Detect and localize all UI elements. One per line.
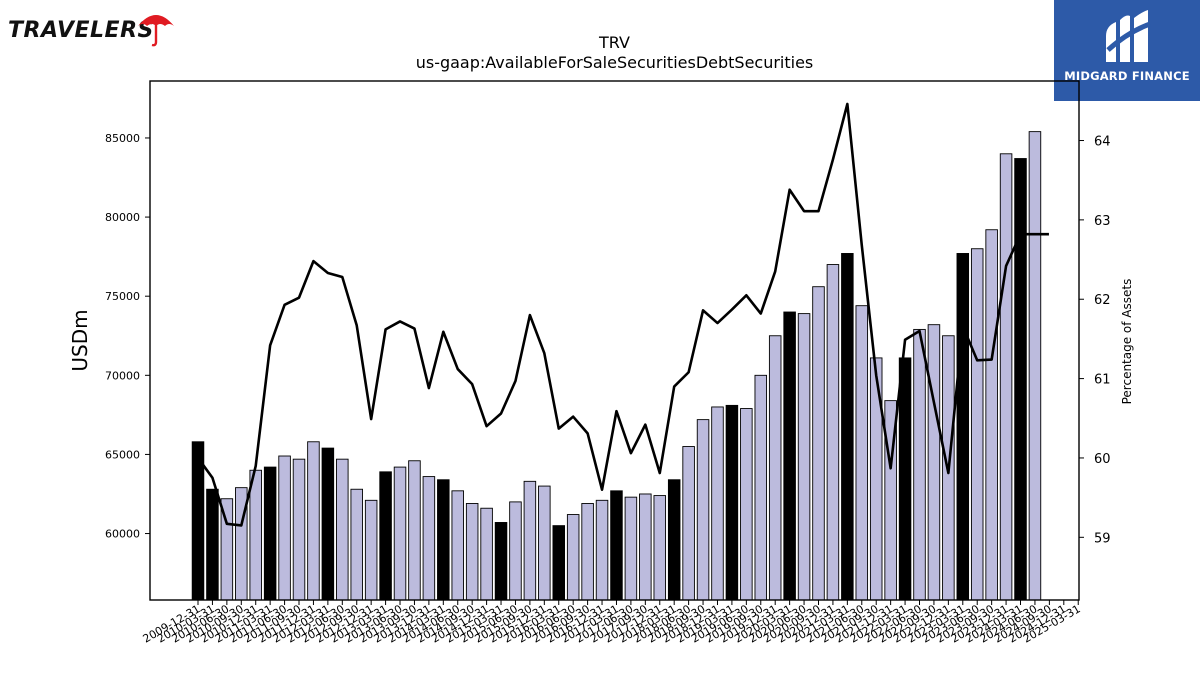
bar (696, 419, 710, 601)
y-tick-label: 75000 (105, 290, 140, 303)
y-tick-label: 80000 (105, 211, 140, 224)
bar (812, 286, 825, 601)
y2-tick-label: 60 (1094, 452, 1111, 467)
bar (538, 485, 551, 601)
bar (451, 490, 464, 601)
bar (1028, 131, 1042, 601)
bar (364, 499, 378, 601)
bar (263, 466, 277, 601)
bar (566, 514, 580, 601)
y-tick-label: 65000 (105, 448, 140, 461)
y2-tick-label: 62 (1094, 293, 1111, 308)
travelers-logo-text: TRAVELERS (8, 18, 154, 43)
bar (393, 466, 407, 601)
bar (509, 501, 522, 601)
bar (292, 458, 306, 601)
bar (552, 525, 566, 601)
bar (480, 507, 493, 601)
bar (985, 229, 998, 601)
y-tick-label: 85000 (105, 132, 140, 145)
bar (754, 374, 768, 601)
bar (653, 495, 667, 601)
chart-subtitle: us-gaap:AvailableForSaleSecuritiesDebtSe… (415, 53, 814, 72)
bar (206, 488, 219, 601)
y2-tick-label: 61 (1094, 373, 1111, 388)
bar (841, 253, 854, 601)
bar (278, 455, 291, 601)
bar (249, 469, 262, 601)
bar (913, 328, 926, 601)
bar (408, 460, 421, 601)
bar (711, 406, 724, 601)
bar (970, 248, 984, 601)
bar (336, 458, 349, 601)
y2-tick-label: 64 (1094, 135, 1111, 150)
plot-frame (149, 80, 1080, 601)
bar (740, 408, 753, 601)
y-tick-label: 60000 (105, 528, 140, 541)
bar (494, 522, 508, 601)
bar (826, 264, 840, 601)
bar (768, 335, 782, 601)
y-tick-label: 70000 (105, 369, 140, 382)
bar (956, 253, 970, 601)
y2-tick-label: 63 (1094, 214, 1111, 229)
bar (682, 446, 695, 601)
bar (999, 153, 1013, 601)
bar (350, 488, 363, 601)
bar (523, 480, 537, 601)
bar (898, 357, 912, 601)
bar (639, 493, 652, 601)
bar (624, 496, 638, 601)
travelers-logo: TRAVELERS (8, 8, 178, 48)
bar (725, 404, 739, 601)
umbrella-icon (138, 15, 174, 47)
bar (1014, 158, 1027, 601)
bar (321, 447, 335, 601)
bar (610, 490, 623, 601)
bar (595, 499, 609, 601)
midgard-finance-text: MIDGARD FINANCE (1064, 69, 1190, 83)
bar (667, 479, 681, 601)
bar (855, 305, 869, 601)
bar (379, 471, 392, 601)
bar (797, 313, 811, 601)
bar (783, 311, 796, 601)
y2-tick-label: 59 (1094, 531, 1111, 546)
midgard-m-icon (1106, 10, 1151, 62)
bar (581, 503, 594, 601)
percentage-line (196, 102, 1049, 527)
bar (927, 324, 941, 601)
y2-axis-label: Percentage of Assets (1120, 279, 1134, 405)
y-axis-label: USDm (68, 309, 92, 371)
bar (307, 441, 320, 601)
bar (422, 476, 436, 601)
bar (437, 479, 450, 601)
bar (465, 503, 479, 601)
chart-title: TRV (599, 33, 630, 52)
